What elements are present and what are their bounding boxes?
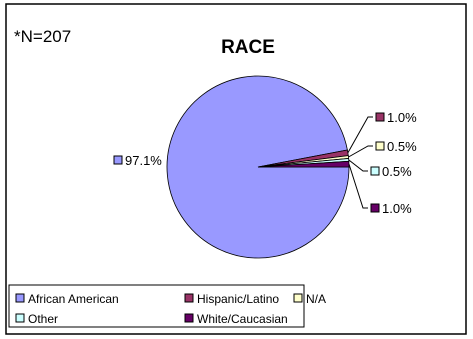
chart-title: RACE: [221, 37, 275, 58]
data-label-african-american: 97.1%: [125, 153, 162, 168]
data-label-other: 0.5%: [382, 164, 412, 179]
data-label-hispanic-latino: 1.0%: [387, 110, 417, 125]
sample-size-note: *N=207: [14, 27, 71, 46]
legend-label-other: Other: [28, 312, 58, 326]
data-label-n-a: 0.5%: [387, 139, 417, 154]
leader-line-n-a: [348, 145, 373, 158]
legend-key-n-a: [293, 293, 303, 303]
legend-label-white-caucasian: White/Caucasian: [197, 312, 288, 326]
leader-line-other: [348, 159, 368, 172]
data-label-key-african-american: [113, 155, 123, 165]
legend-label-n-a: N/A: [306, 292, 326, 306]
legend-box: [8, 284, 305, 328]
data-label-key-n-a: [375, 141, 385, 151]
pie-slices: [166, 75, 350, 259]
leader-line-hispanic-latino: [347, 116, 373, 154]
legend-label-hispanic-latino: Hispanic/Latino: [197, 292, 279, 306]
data-labels: 97.1% 1.0% 0.5% 0.5% 1.0%: [113, 110, 417, 216]
leader-line-white-caucasian: [348, 163, 368, 209]
data-label-key-white-caucasian: [370, 203, 380, 213]
data-label-key-other: [370, 166, 380, 176]
legend-key-white-caucasian: [184, 313, 194, 323]
legend: African American Hispanic/Latino N/A Other W…: [15, 292, 326, 326]
data-label-white-caucasian: 1.0%: [382, 201, 412, 216]
legend-key-hispanic-latino: [184, 293, 194, 303]
data-label-key-hispanic-latino: [375, 112, 385, 122]
legend-key-other: [15, 313, 25, 323]
legend-key-african-american: [15, 293, 25, 303]
legend-label-african-american: African American: [28, 292, 119, 306]
